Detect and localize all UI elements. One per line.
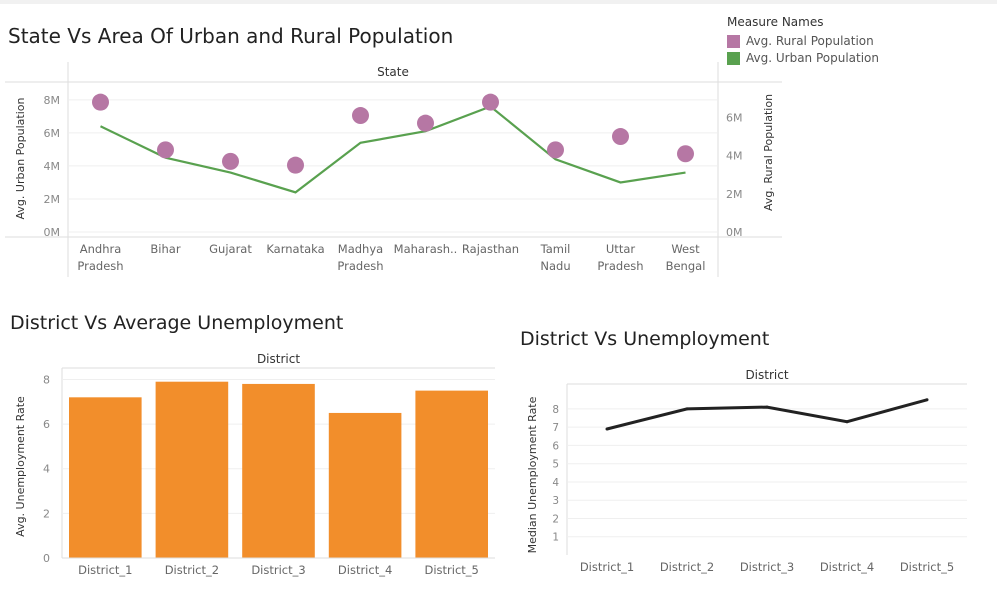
median-y-tick: 6 (552, 440, 559, 452)
legend-title: Measure Names (727, 15, 824, 29)
unemployment-bar (415, 390, 488, 558)
legend-item-urban[interactable]: Avg. Urban Population (727, 51, 879, 65)
state-category-label: Karnataka (266, 242, 324, 256)
unemployment-bar (155, 381, 229, 558)
state-category-label: Bihar (150, 242, 180, 256)
state-category-label: Madhya (338, 242, 383, 256)
median-unemployment-line (606, 398, 928, 431)
state-right-tick: 4M (726, 150, 743, 163)
bar-y-tick: 6 (43, 418, 50, 431)
state-category-label: Gujarat (209, 242, 252, 256)
legend-label-rural: Avg. Rural Population (746, 34, 874, 48)
median-y-tick: 3 (552, 495, 559, 507)
legend-item-rural[interactable]: Avg. Rural Population (727, 34, 879, 48)
state-category-label: Andhra (80, 242, 122, 256)
state-category-label: Pradesh (597, 259, 643, 273)
median-unemployment-point (765, 405, 769, 409)
median-unemployment-point (605, 427, 609, 431)
bar-category-label: District_3 (251, 563, 305, 577)
state-category-label: West (671, 242, 700, 256)
rural-population-point (352, 107, 369, 125)
measure-names-legend: Measure Names Avg. Rural Population Avg.… (727, 15, 879, 68)
rural-population-point (547, 141, 564, 159)
unemployment-chart-title: District Vs Unemployment (520, 328, 770, 350)
median-unemployment-point (925, 398, 929, 402)
state-left-tick: 2M (44, 193, 61, 206)
bar-y-axis-title: Avg. Unemployment Rate (14, 396, 27, 537)
median-y-tick: 5 (552, 459, 559, 471)
median-y-tick: 1 (552, 532, 559, 544)
state-left-tick: 6M (44, 127, 61, 140)
median-unemployment-point (845, 420, 849, 424)
median-category-label: District_3 (740, 560, 794, 574)
avg-unemployment-chart-title: District Vs Average Unemployment (10, 312, 344, 334)
bar-y-tick: 2 (43, 507, 50, 520)
state-left-axis-title: Avg. Urban Population (14, 98, 27, 220)
state-left-tick: 0M (44, 226, 61, 239)
rural-population-point (612, 128, 629, 146)
bar-category-label: District_5 (425, 563, 479, 577)
state-header: State (377, 65, 409, 79)
state-right-axis-title: Avg. Rural Population (762, 94, 775, 211)
state-left-tick: 8M (44, 94, 61, 107)
bar-y-tick: 8 (43, 373, 50, 386)
unemployment-bar (242, 383, 315, 558)
legend-swatch-rural (727, 34, 740, 48)
state-category-label: Maharash.. (394, 242, 458, 256)
rural-population-point (677, 145, 694, 163)
urban-population-line (100, 105, 686, 194)
median-category-label: District_2 (660, 560, 714, 574)
bar-category-label: District_2 (165, 563, 219, 577)
legend-swatch-urban (727, 51, 740, 65)
state-category-label: Pradesh (337, 259, 383, 273)
median-category-label: District_1 (580, 560, 634, 574)
bar-category-label: District_4 (338, 563, 392, 577)
legend-label-urban: Avg. Urban Population (746, 51, 880, 65)
dashboard-top-strip (0, 0, 997, 4)
rural-population-point (157, 141, 174, 159)
state-category-label: Pradesh (77, 259, 123, 273)
state-category-label: Tamil (540, 242, 571, 256)
rural-population-point (287, 156, 304, 174)
state-left-tick: 4M (44, 160, 61, 173)
rural-population-point (222, 152, 239, 170)
rural-population-point (482, 93, 499, 111)
state-category-label: Nadu (540, 259, 570, 273)
median-header: District (745, 368, 788, 382)
state-chart-title: State Vs Area Of Urban and Rural Populat… (8, 24, 454, 48)
median-unemployment-point (685, 407, 689, 411)
unemployment-bar (328, 412, 402, 558)
median-category-label: District_5 (900, 560, 954, 574)
bar-header: District (257, 352, 300, 366)
median-y-tick: 7 (552, 422, 559, 434)
state-category-label: Bengal (666, 259, 706, 273)
rural-population-point (417, 114, 434, 132)
state-right-tick: 2M (726, 188, 743, 201)
median-category-label: District_4 (820, 560, 874, 574)
median-y-tick: 2 (552, 513, 559, 525)
bar-y-tick: 4 (43, 463, 50, 476)
bar-category-label: District_1 (78, 563, 132, 577)
median-y-tick: 4 (552, 477, 559, 489)
state-right-tick: 6M (726, 111, 743, 124)
rural-population-point (92, 93, 109, 111)
state-category-label: Uttar (606, 242, 635, 256)
state-right-tick: 0M (726, 226, 743, 239)
median-y-axis-title: Median Unemployment Rate (526, 396, 539, 553)
bar-y-tick: 0 (43, 552, 50, 565)
median-y-tick: 8 (552, 404, 559, 416)
unemployment-bar (69, 397, 142, 558)
state-category-label: Rajasthan (462, 242, 519, 256)
